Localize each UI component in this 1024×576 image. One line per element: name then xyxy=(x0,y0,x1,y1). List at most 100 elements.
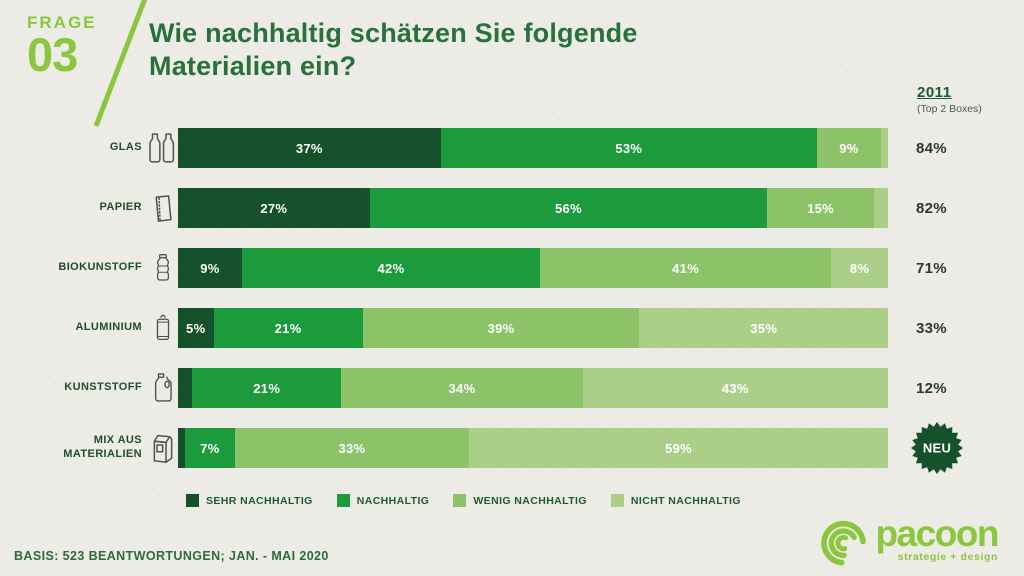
top2-year-label: 2011 xyxy=(917,84,952,101)
legend-label: NACHHALTIG xyxy=(356,494,430,507)
stacked-bar: 7% 33% 59% xyxy=(178,428,888,468)
table-row: PAPIER 27% 56% 15% 82% xyxy=(0,178,1024,238)
legend-swatch xyxy=(186,494,199,507)
legend-label: SEHR NACHHALTIG xyxy=(206,494,313,507)
bar-segment: 9% xyxy=(178,248,242,288)
table-row: GLAS 37% 53% 9% 84% xyxy=(0,118,1024,178)
segment-value: 9% xyxy=(200,260,220,276)
legend-swatch xyxy=(453,494,467,507)
bar-segment: 59% xyxy=(469,428,888,468)
pacoon-logo: pacoon strategie + design xyxy=(817,512,999,568)
row-label: ALUMINIUM xyxy=(75,321,142,334)
bar-segment xyxy=(178,428,186,468)
top2-value: 12% xyxy=(916,379,947,397)
segment-value: 7% xyxy=(200,440,220,456)
detergent-jug-icon xyxy=(148,368,178,408)
bar-segment: 21% xyxy=(192,368,342,408)
top2-subtitle: (Top 2 Boxes) xyxy=(917,103,982,115)
segment-value: 27% xyxy=(260,200,288,216)
legend-swatch xyxy=(610,494,624,507)
legend-item: NACHHALTIG xyxy=(336,494,430,507)
bar-segment: 37% xyxy=(178,128,441,168)
segment-value: 21% xyxy=(274,320,302,336)
svg-text:NEU: NEU xyxy=(923,441,951,456)
stacked-bar: 27% 56% 15% xyxy=(178,188,888,228)
stacked-bar: 37% 53% 9% xyxy=(178,128,888,168)
segment-value: 43% xyxy=(721,380,749,396)
row-label: BIOKUNSTOFF xyxy=(58,261,142,274)
plastic-bottle-icon xyxy=(148,248,178,288)
bar-segment: 42% xyxy=(241,248,541,288)
table-row: MIX AUS MATERIALIEN 7% 33% 59% NEU xyxy=(0,418,1024,478)
bar-segment xyxy=(880,128,888,168)
legend: SEHR NACHHALTIG NACHHALTIG WENIG NACHHALTI… xyxy=(186,494,741,507)
pacoon-wordmark: pacoon xyxy=(875,512,999,554)
legend-swatch xyxy=(336,494,350,507)
row-label: GLAS xyxy=(109,141,142,154)
row-label: PAPIER xyxy=(99,201,142,214)
top2-value: 33% xyxy=(916,319,947,337)
segment-value: 41% xyxy=(672,260,700,276)
row-label: MIX AUS MATERIALIEN xyxy=(63,434,142,460)
bar-segment: 53% xyxy=(440,128,817,168)
chart-rows: GLAS 37% 53% 9% 84% PAPIER 27% 56% 15% 82% BIOKU… xyxy=(0,118,1024,478)
segment-value: 59% xyxy=(665,440,692,456)
legend-label: NICHT NACHHALTIG xyxy=(630,494,741,507)
table-row: ALUMINIUM 5% 21% 39% 35% 33% xyxy=(0,298,1024,358)
bar-segment: 56% xyxy=(369,188,768,228)
bar-segment: 43% xyxy=(582,368,888,408)
bar-segment: 5% xyxy=(178,308,214,348)
question-tag-label: FRAGE xyxy=(27,13,97,32)
segment-value: 35% xyxy=(750,320,778,336)
page-title: Wie nachhaltig schätzen Sie folgende Mat… xyxy=(149,17,638,84)
bar-segment: 27% xyxy=(178,188,370,228)
question-number: 03 xyxy=(27,28,78,81)
pacoon-logo-icon xyxy=(821,520,867,566)
mixed-packaging-icon xyxy=(148,428,178,468)
segment-value: 34% xyxy=(448,380,476,396)
bar-segment: 33% xyxy=(234,428,470,468)
segment-value: 5% xyxy=(186,320,206,336)
question-tag-block: FRAGE 03 xyxy=(27,13,97,81)
legend-label: WENIG NACHHALTIG xyxy=(473,494,587,507)
paper-bag-icon xyxy=(148,188,178,228)
segment-value: 21% xyxy=(253,380,281,396)
row-label: KUNSTSTOFF xyxy=(64,381,142,394)
segment-value: 56% xyxy=(555,200,582,216)
bar-segment: 21% xyxy=(213,308,363,348)
pacoon-wordmark-block: pacoon strategie + design xyxy=(875,512,999,564)
stacked-bar: 9% 42% 41% 8% xyxy=(178,248,888,288)
stacked-bar: 5% 21% 39% 35% xyxy=(178,308,888,348)
bar-segment: 35% xyxy=(639,308,888,348)
top2-value: 84% xyxy=(916,139,947,157)
segment-value: 8% xyxy=(849,260,870,276)
bar-segment xyxy=(873,188,888,228)
aluminium-can-icon xyxy=(148,308,178,348)
basis-note: BASIS: 523 BEANTWORTUNGEN; JAN. - MAI 20… xyxy=(14,549,329,563)
bar-segment: 8% xyxy=(831,248,888,288)
table-row: BIOKUNSTOFF 9% 42% 41% 8% 71% xyxy=(0,238,1024,298)
pacoon-tagline: strategie + design xyxy=(897,551,998,564)
bar-segment: 9% xyxy=(816,128,881,168)
legend-item: SEHR NACHHALTIG xyxy=(186,494,313,507)
legend-item: NICHT NACHHALTIG xyxy=(610,494,741,507)
stacked-bar: 21% 34% 43% xyxy=(178,368,888,408)
top2-value: 71% xyxy=(916,259,947,277)
page-title-line1: Wie nachhaltig schätzen Sie folgende xyxy=(149,18,638,48)
diagonal-accent-line xyxy=(93,0,148,127)
neu-badge-star: NEU xyxy=(911,422,963,474)
bar-segment: 15% xyxy=(767,188,874,228)
segment-value: 53% xyxy=(615,140,643,156)
segment-value: 15% xyxy=(807,200,834,216)
top2-column-header: 2011 (Top 2 Boxes) xyxy=(917,84,982,115)
segment-value: 9% xyxy=(839,140,859,156)
bar-segment: 41% xyxy=(540,248,832,288)
bar-segment: 34% xyxy=(341,368,583,408)
segment-value: 42% xyxy=(377,260,405,276)
legend-item: WENIG NACHHALTIG xyxy=(453,494,587,507)
page-title-line2: Materialien ein? xyxy=(149,51,357,82)
table-row: KUNSTSTOFF 21% 34% 43% 12% xyxy=(0,358,1024,418)
neu-badge: NEU xyxy=(888,421,1024,475)
glass-bottles-icon xyxy=(148,128,178,168)
